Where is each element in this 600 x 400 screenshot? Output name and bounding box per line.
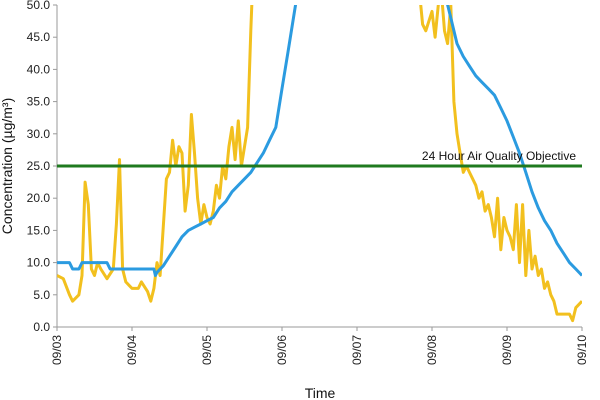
y-tick-label: 50.0 xyxy=(27,0,51,12)
series-lines xyxy=(57,5,582,323)
x-tick-label: 09/04 xyxy=(125,335,139,365)
x-tick-label: 09/07 xyxy=(350,335,364,365)
y-tick-label: 40.0 xyxy=(27,62,51,76)
objective-label: 24 Hour Air Quality Objective xyxy=(422,149,576,163)
y-tick-label: 0.0 xyxy=(33,320,50,334)
x-tick-label: 09/06 xyxy=(275,335,289,365)
y-tick-label: 35.0 xyxy=(27,95,51,109)
y-tick-label: 5.0 xyxy=(33,288,50,302)
y-axis-ticks: 0.0 5.0 10.0 15.0 20.0 25.0 30.0 35.0 40.0 45.0 50… xyxy=(27,0,57,334)
y-tick-label: 45.0 xyxy=(27,30,51,44)
x-tick-label: 09/09 xyxy=(500,335,514,365)
y-axis-title: Concentration (µg/m³) xyxy=(0,98,15,234)
y-tick-label: 25.0 xyxy=(27,159,51,173)
y-tick-label: 30.0 xyxy=(27,127,51,141)
x-tick-label: 09/05 xyxy=(200,335,214,365)
y-tick-label: 10.0 xyxy=(27,256,51,270)
x-tick-label: 09/10 xyxy=(575,335,589,365)
x-tick-label: 09/08 xyxy=(425,335,439,365)
y-tick-label: 15.0 xyxy=(27,223,51,237)
blue-series-line xyxy=(57,5,582,277)
plot-area: 0.0 5.0 10.0 15.0 20.0 25.0 30.0 35.0 40.0 45.0 50… xyxy=(27,0,589,365)
yellow-series-line xyxy=(57,5,582,323)
x-axis-ticks: 09/03 09/04 09/05 09/06 09/07 09/08 09/09 09/10 xyxy=(50,327,589,365)
x-tick-label: 09/03 xyxy=(50,335,64,365)
x-axis-title: Time xyxy=(305,385,336,400)
y-tick-label: 20.0 xyxy=(27,191,51,205)
